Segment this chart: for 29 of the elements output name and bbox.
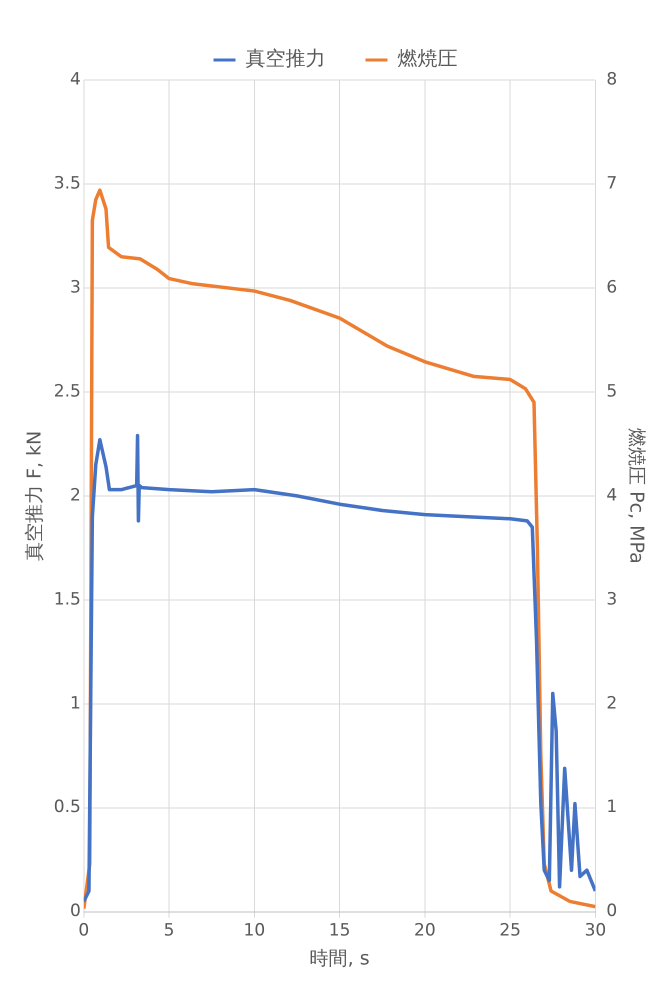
x-tick-label: 5 bbox=[164, 920, 175, 940]
x-tick-label: 10 bbox=[244, 920, 266, 940]
y-tick-label: 1 bbox=[70, 693, 81, 714]
y-tick-label: 3 bbox=[70, 277, 81, 298]
x-tick-label: 20 bbox=[414, 920, 436, 940]
y2-tick-label: 8 bbox=[606, 69, 618, 90]
y-tick-label: 1.5 bbox=[54, 589, 81, 610]
y2-tick-label: 5 bbox=[606, 381, 618, 402]
y-tick-label: 3.5 bbox=[54, 173, 81, 194]
x-tick-label: 25 bbox=[499, 920, 521, 940]
y-tick-label: 0.5 bbox=[54, 797, 81, 818]
y-tick-label: 0 bbox=[70, 901, 81, 922]
x-tick-label: 15 bbox=[328, 920, 350, 940]
y2-tick-label: 2 bbox=[606, 693, 618, 714]
y-axis-title: 真空推力 F, kN bbox=[23, 430, 46, 562]
y-tick-label: 2.5 bbox=[54, 381, 81, 402]
y2-axis-title: 燃焼圧 Pc, MPa bbox=[626, 428, 648, 564]
legend-label: 燃焼圧 bbox=[398, 46, 458, 70]
y-tick-label: 2 bbox=[70, 485, 81, 506]
y2-tick-label: 3 bbox=[606, 589, 618, 610]
y2-tick-label: 1 bbox=[606, 797, 618, 818]
y2-tick-label: 0 bbox=[606, 901, 618, 922]
y-tick-label: 4 bbox=[70, 69, 81, 90]
x-axis-title: 時間, s bbox=[310, 948, 370, 970]
y2-tick-label: 4 bbox=[606, 485, 618, 506]
x-tick-label: 30 bbox=[584, 920, 606, 940]
legend-label: 真空推力 bbox=[246, 46, 326, 70]
y2-tick-label: 7 bbox=[606, 173, 618, 194]
y2-tick-label: 6 bbox=[606, 277, 618, 298]
